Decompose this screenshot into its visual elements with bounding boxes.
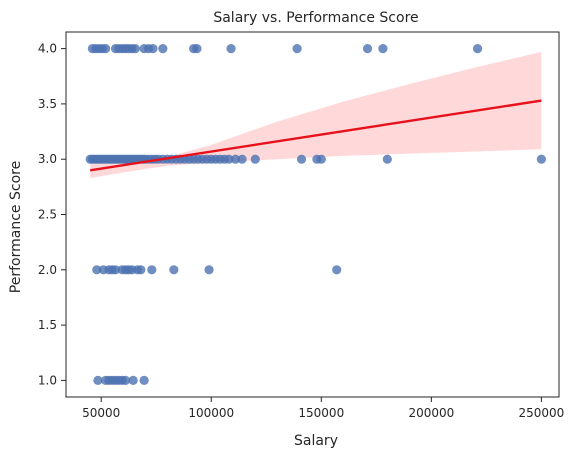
data-point	[292, 43, 302, 54]
data-point	[332, 265, 342, 275]
data-point	[148, 43, 158, 54]
data-point	[139, 375, 149, 386]
x-tick-label: 150000	[298, 406, 344, 420]
data-point	[237, 154, 247, 164]
data-point	[169, 265, 179, 275]
y-tick-label: 1.5	[38, 318, 57, 332]
y-axis-ticks: 1.0 1.5 2.0 2.5 3.0 3.5 4.0	[38, 42, 66, 387]
data-point	[362, 43, 373, 54]
y-tick-label: 2.0	[38, 263, 57, 277]
data-point	[92, 265, 102, 275]
plot-area	[85, 43, 546, 386]
data-point	[120, 375, 131, 386]
data-point	[130, 43, 140, 54]
y-tick-label: 1.0	[38, 373, 57, 387]
x-axis-ticks: 50000 100000 150000 200000 250000	[82, 397, 564, 420]
data-point	[93, 375, 103, 386]
x-axis-label: Salary	[294, 433, 338, 449]
data-point	[296, 154, 307, 164]
y-tick-label: 2.5	[38, 208, 57, 222]
data-point	[382, 154, 392, 164]
data-point	[472, 43, 483, 54]
data-point	[101, 43, 111, 54]
data-point	[316, 154, 326, 164]
y-tick-label: 3.5	[38, 97, 57, 111]
x-tick-label: 200000	[408, 406, 454, 420]
x-tick-label: 50000	[82, 406, 120, 420]
data-point	[128, 375, 138, 386]
regression-line	[90, 99, 542, 172]
data-point	[250, 154, 260, 164]
data-point	[226, 43, 236, 54]
y-tick-label: 4.0	[38, 42, 57, 56]
data-point	[110, 265, 121, 275]
data-point	[224, 154, 234, 164]
y-tick-label: 3.0	[38, 152, 57, 166]
data-point	[378, 43, 388, 54]
data-point	[136, 265, 146, 275]
x-tick-label: 100000	[188, 406, 234, 420]
data-point	[204, 265, 214, 275]
data-point	[158, 43, 168, 54]
chart-title: Salary vs. Performance Score	[213, 10, 418, 26]
data-point	[230, 154, 241, 164]
data-points	[85, 43, 546, 386]
x-tick-label: 250000	[518, 406, 564, 420]
confidence-band	[90, 51, 542, 178]
data-point	[536, 154, 546, 164]
data-point	[147, 265, 157, 275]
data-point	[192, 43, 202, 54]
y-axis-label: Performance Score	[8, 161, 24, 293]
